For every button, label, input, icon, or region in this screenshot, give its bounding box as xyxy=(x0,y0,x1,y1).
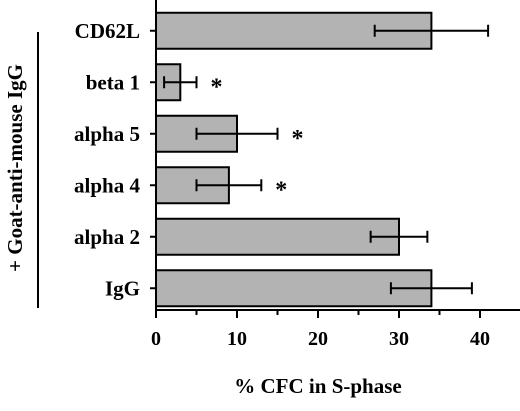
bar-alpha-2 xyxy=(155,217,400,256)
x-tick-label-20: 20 xyxy=(308,328,328,350)
significance-star-alpha-5: * xyxy=(292,126,304,152)
x-tick-label-10: 10 xyxy=(227,328,247,350)
group-label: + Goat-anti-mouse IgG xyxy=(3,64,27,272)
category-label-alpha-2: alpha 2 xyxy=(74,225,140,249)
category-label-alpha-4: alpha 4 xyxy=(74,173,140,197)
category-label-igg: IgG xyxy=(105,276,140,300)
category-label-cd62l: CD62L xyxy=(75,19,140,43)
category-label-beta-1: beta 1 xyxy=(86,70,140,94)
x-tick-label-40: 40 xyxy=(470,328,490,350)
x-tick-label-30: 30 xyxy=(389,328,409,350)
x-ticks-layer: 0 10 20 30 40 xyxy=(151,310,490,350)
significance-star-beta-1: * xyxy=(211,74,223,100)
bars-layer: CD62L beta 1 * alpha 5 * alpha 4 * alpha 2 IgG xyxy=(74,11,490,308)
x-axis-title: % CFC in S-phase xyxy=(234,374,401,398)
significance-star-alpha-4: * xyxy=(275,177,287,203)
category-label-alpha-5: alpha 5 xyxy=(74,122,140,146)
x-tick-label-0: 0 xyxy=(151,328,161,350)
